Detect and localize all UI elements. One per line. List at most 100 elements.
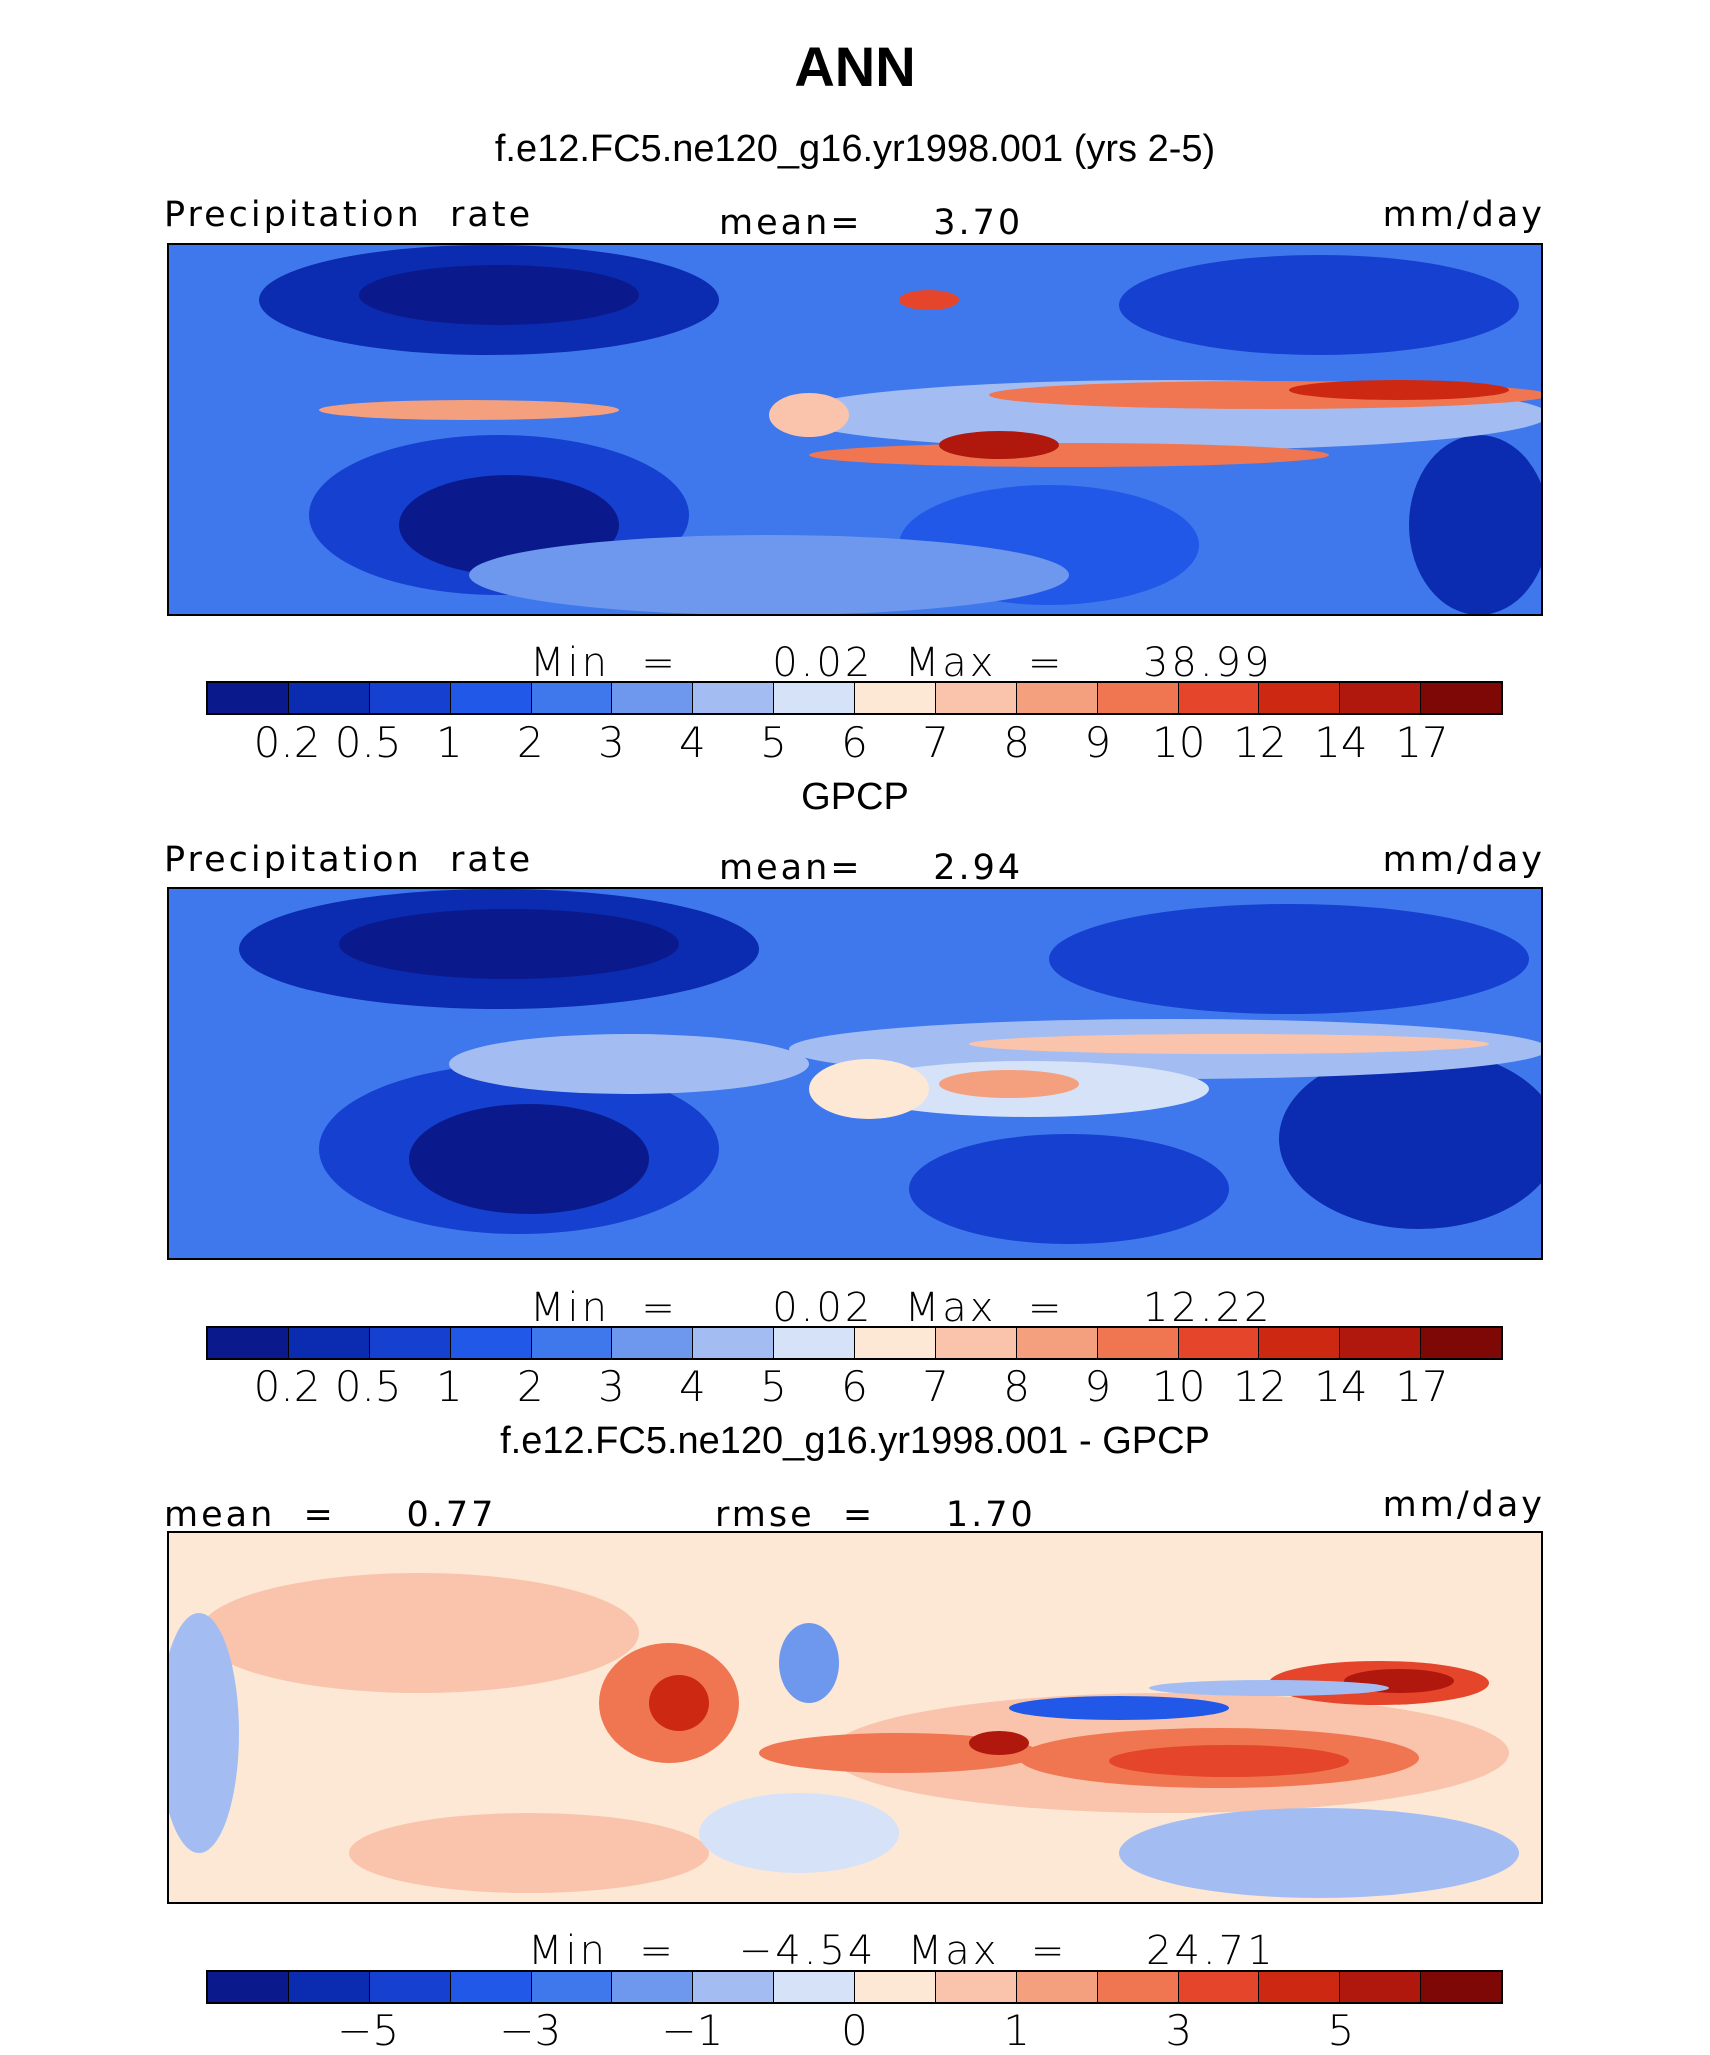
colorbar-tick-label: 17: [1395, 1362, 1449, 1411]
panel3-colorbar: [206, 1970, 1503, 2004]
colorbar-tick-label: 12: [1233, 1362, 1287, 1411]
colorbar-segment: [1178, 1328, 1260, 1358]
panel2-colorbar: [206, 1326, 1503, 1360]
colorbar-tick-label: −1: [661, 2006, 724, 2055]
colorbar-segment: [1097, 1328, 1179, 1358]
colorbar-tick-label: 7: [922, 1362, 949, 1411]
colorbar-segment: [612, 683, 694, 713]
colorbar-segment: [935, 683, 1017, 713]
colorbar-tick-label: 9: [1084, 718, 1112, 767]
panel3-mean-label: mean = 0.77: [164, 1495, 497, 1535]
colorbar-segment: [1178, 683, 1260, 713]
colorbar-segment: [855, 1972, 936, 2002]
panel2-subtitle: GPCP: [801, 776, 909, 818]
colorbar-segment: [208, 683, 289, 713]
colorbar-segment: [1259, 683, 1341, 713]
colorbar-tick-label: −5: [337, 2006, 400, 2055]
colorbar-segment: [288, 1972, 370, 2002]
colorbar-segment: [1340, 1972, 1422, 2002]
colorbar-tick-label: 14: [1314, 1362, 1368, 1411]
colorbar-segment: [1097, 1972, 1179, 2002]
colorbar-tick-label: 5: [1327, 2006, 1355, 2055]
colorbar-segment: [612, 1328, 694, 1358]
colorbar-segment: [531, 1328, 613, 1358]
colorbar-tick-label: 8: [1003, 718, 1030, 767]
colorbar-tick-label: 2: [516, 718, 544, 767]
colorbar-segment: [450, 1972, 532, 2002]
colorbar-segment: [1421, 683, 1501, 713]
panel2-mean-label: mean= 2.94: [719, 848, 1024, 888]
colorbar-segment: [693, 1972, 775, 2002]
colorbar-segment: [369, 683, 451, 713]
colorbar-segment: [1016, 1328, 1098, 1358]
panel1-left-label: Precipitation rate: [164, 195, 534, 235]
colorbar-tick-label: 10: [1152, 1362, 1206, 1411]
panel1-subtitle: f.e12.FC5.ne120_g16.yr1998.001 (yrs 2-5): [494, 128, 1216, 170]
panel3-map: [167, 1531, 1543, 1904]
colorbar-segment: [774, 683, 855, 713]
colorbar-tick-label: 0.2: [253, 718, 321, 767]
panel1-colorbar: [206, 681, 1503, 715]
colorbar-tick-label: 10: [1152, 718, 1206, 767]
colorbar-segment: [369, 1328, 451, 1358]
colorbar-tick-label: 14: [1314, 718, 1368, 767]
colorbar-tick-label: 0: [841, 2006, 868, 2055]
colorbar-tick-label: 4: [679, 718, 706, 767]
colorbar-segment: [693, 1328, 775, 1358]
colorbar-segment: [450, 683, 532, 713]
panel2-map: [167, 887, 1543, 1260]
colorbar-tick-label: 6: [841, 1362, 868, 1411]
colorbar-segment: [935, 1328, 1017, 1358]
panel1-units-label: mm/day: [1382, 195, 1545, 235]
colorbar-segment: [208, 1328, 289, 1358]
colorbar-tick-label: 8: [1003, 1362, 1030, 1411]
colorbar-segment: [1340, 1328, 1422, 1358]
colorbar-segment: [208, 1972, 289, 2002]
colorbar-segment: [612, 1972, 694, 2002]
colorbar-tick-label: 4: [679, 1362, 706, 1411]
colorbar-segment: [1340, 683, 1422, 713]
colorbar-segment: [855, 683, 936, 713]
panel1-map: [167, 243, 1543, 616]
colorbar-segment: [1178, 1972, 1260, 2002]
colorbar-segment: [1421, 1328, 1501, 1358]
colorbar-segment: [1259, 1972, 1341, 2002]
colorbar-segment: [774, 1972, 855, 2002]
colorbar-segment: [855, 1328, 936, 1358]
panel3-units-label: mm/day: [1382, 1485, 1545, 1525]
panel3-rmse-label: rmse = 1.70: [715, 1495, 1036, 1535]
colorbar-segment: [1016, 1972, 1098, 2002]
colorbar-tick-label: 5: [760, 1362, 787, 1411]
colorbar-tick-label: 17: [1395, 718, 1449, 767]
colorbar-tick-label: 1: [1003, 2006, 1030, 2055]
figure-title: ANN: [794, 35, 916, 98]
colorbar-segment: [1097, 683, 1179, 713]
colorbar-tick-label: 12: [1233, 718, 1287, 767]
colorbar-segment: [1259, 1328, 1341, 1358]
colorbar-tick-label: 0.5: [334, 1362, 402, 1411]
panel2-units-label: mm/day: [1382, 840, 1545, 880]
colorbar-tick-label: −3: [499, 2006, 562, 2055]
colorbar-segment: [450, 1328, 532, 1358]
panel2-left-label: Precipitation rate: [164, 840, 534, 880]
panel3-subtitle: f.e12.FC5.ne120_g16.yr1998.001 - GPCP: [500, 1420, 1210, 1462]
panel3-minmax: Min = −4.54 Max = 24.71: [528, 1928, 1276, 1974]
panel1-minmax: Min = 0.02 Max = 38.99: [530, 640, 1273, 686]
colorbar-tick-label: 0.5: [334, 718, 402, 767]
colorbar-segment: [1016, 683, 1098, 713]
colorbar-tick-label: 9: [1084, 1362, 1112, 1411]
colorbar-tick-label: 1: [435, 1362, 463, 1411]
colorbar-tick-label: 0.2: [253, 1362, 321, 1411]
colorbar-segment: [288, 683, 370, 713]
colorbar-segment: [1421, 1972, 1501, 2002]
colorbar-segment: [693, 683, 775, 713]
colorbar-segment: [935, 1972, 1017, 2002]
colorbar-segment: [531, 683, 613, 713]
colorbar-tick-label: 7: [922, 718, 949, 767]
colorbar-segment: [288, 1328, 370, 1358]
panel1-mean-label: mean= 3.70: [719, 203, 1024, 243]
colorbar-tick-label: 3: [597, 718, 625, 767]
colorbar-tick-label: 3: [1165, 2006, 1193, 2055]
colorbar-tick-label: 5: [760, 718, 787, 767]
colorbar-tick-label: 6: [841, 718, 868, 767]
